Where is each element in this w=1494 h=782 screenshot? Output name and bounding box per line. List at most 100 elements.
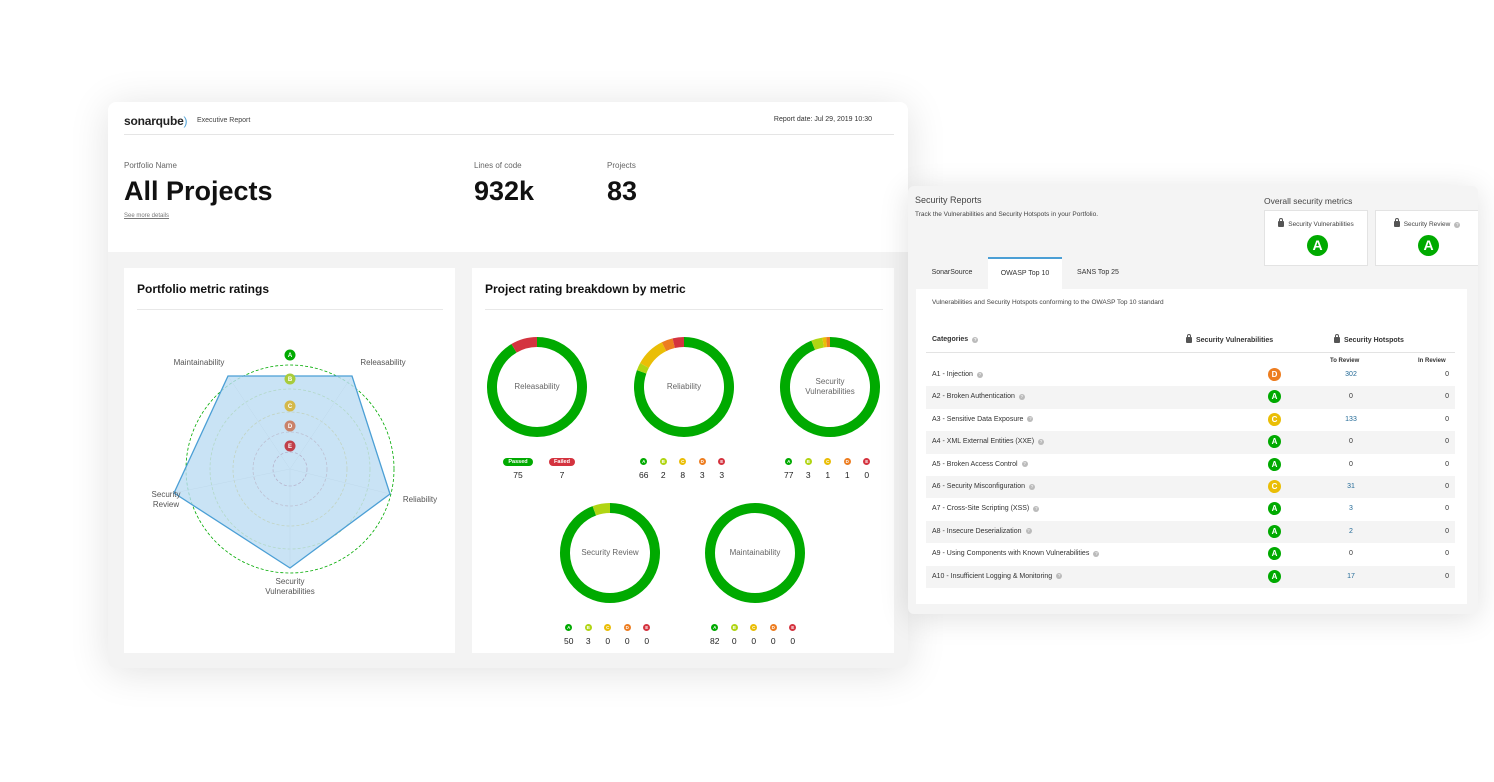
help-icon[interactable]: ? xyxy=(1056,573,1063,580)
radar-grade-c-marker xyxy=(284,400,296,412)
grade-count: 0 xyxy=(624,636,630,646)
category-name: A2 - Broken Authentication? xyxy=(932,393,1025,401)
lock-icon xyxy=(1334,334,1340,343)
in-review-count: 0 xyxy=(1445,527,1449,535)
table-row: A4 - XML External Entities (XXE)?0A00 xyxy=(926,431,1455,454)
grade-dot: D xyxy=(769,624,777,631)
passed-count: 75 xyxy=(513,470,523,480)
rating-badge: A xyxy=(1268,390,1281,404)
executive-report-card: sonarqube) Executive Report Report date:… xyxy=(108,102,908,668)
donut-2-segment-1 xyxy=(811,337,825,350)
help-icon[interactable]: ? xyxy=(1021,461,1028,468)
help-icon[interactable]: ? xyxy=(1093,550,1100,557)
grade-count: 2 xyxy=(660,470,666,480)
help-icon[interactable]: ? xyxy=(1027,416,1034,423)
help-icon[interactable]: ? xyxy=(1028,483,1035,490)
grade-dot: C xyxy=(604,624,612,631)
category-name: A8 - Insecure Deserialization? xyxy=(932,527,1032,535)
radar-axis-security-vulnerabilities: Security Vulnerabilities xyxy=(265,577,315,596)
rating-badge: C xyxy=(1268,480,1281,493)
failed-pill: Failed xyxy=(549,458,575,466)
help-icon[interactable]: ? xyxy=(1033,505,1040,512)
help-icon[interactable]: ? xyxy=(1018,393,1025,400)
help-icon[interactable]: ? xyxy=(1025,528,1032,535)
report-date: Report date: Jul 29, 2019 10:30 xyxy=(773,116,872,123)
table-row: A9 - Using Components with Known Vulnera… xyxy=(926,543,1455,565)
grade-count: 8 xyxy=(680,470,686,480)
table-row: A3 - Sensitive Data Exposure?1C1330 xyxy=(926,409,1455,431)
table-row: A6 - Security Misconfiguration?3C310 xyxy=(926,476,1455,499)
col-in-review: In Review xyxy=(1418,358,1446,364)
to-review-count: 0 xyxy=(1349,550,1353,558)
table-row: A2 - Broken Authentication?0A00 xyxy=(926,386,1455,409)
donut-2-segment-0 xyxy=(780,337,880,437)
donut-1-segment-4 xyxy=(672,337,685,349)
legend-item-a: A 77 xyxy=(779,450,799,480)
donut-0-segment-1 xyxy=(511,337,538,353)
to-review-count[interactable]: 302 xyxy=(1345,371,1357,378)
grade-dot: E xyxy=(789,624,797,631)
donut-4 xyxy=(705,503,805,603)
grade-count: 0 xyxy=(605,636,611,646)
in-review-count: 0 xyxy=(1445,505,1449,513)
legend-item-a: A 82 xyxy=(705,616,725,646)
to-review-count[interactable]: 3 xyxy=(1349,505,1353,513)
radar-area xyxy=(173,375,391,569)
metric-grade-badge: A xyxy=(1307,235,1328,256)
help-icon[interactable]: ? xyxy=(1038,438,1045,445)
radar-axis-releasability: Releasability xyxy=(360,358,406,367)
table-row: A7 - Cross-Site Scripting (XSS)?0A30 xyxy=(926,498,1455,520)
in-review-count: 0 xyxy=(1445,393,1449,401)
to-review-count[interactable]: 17 xyxy=(1347,572,1355,580)
report-header: sonarqube) Executive Report Report date:… xyxy=(108,102,908,252)
grade-dot: E xyxy=(718,458,726,465)
tab-sonarsource[interactable]: SonarSource xyxy=(931,269,973,276)
failed-item: Failed 7 xyxy=(544,450,580,480)
grade-count: 50 xyxy=(564,636,574,646)
grade-dot: B xyxy=(730,624,738,631)
donut-label-releasability: Releasability xyxy=(514,382,560,391)
tab-owasp-top-10[interactable]: OWASP Top 10 xyxy=(988,257,1062,289)
help-icon[interactable]: ? xyxy=(972,336,979,343)
grade-count: 82 xyxy=(710,636,720,646)
panel-title: Project rating breakdown by metric xyxy=(485,282,686,296)
see-more-details-link[interactable]: See more details xyxy=(124,213,170,219)
help-icon[interactable]: ? xyxy=(976,371,983,378)
to-review-count[interactable]: 133 xyxy=(1345,415,1357,423)
radar-grade-b-marker xyxy=(284,373,296,385)
to-review-count[interactable]: 2 xyxy=(1349,527,1353,535)
metric-label: Security Review xyxy=(1403,221,1451,228)
category-name: A3 - Sensitive Data Exposure? xyxy=(932,415,1034,423)
rating-badge: A xyxy=(1268,457,1281,471)
security-reports-title: Security Reports xyxy=(915,195,982,205)
donut-label-security-vulnerabilities: Security Vulnerabilities xyxy=(805,377,855,396)
grade-dot: B xyxy=(804,458,812,465)
radar-grade-b: B xyxy=(288,377,293,383)
rating-breakdown-panel: Project rating breakdown by metric Relea… xyxy=(472,268,894,653)
grade-dot: C xyxy=(750,624,758,631)
grade-count: 0 xyxy=(644,636,650,646)
releasability-legend: Passed 75 Failed 7 xyxy=(500,450,580,480)
radar-axis-security-review: Security Review xyxy=(151,490,181,509)
owasp-table-panel: Vulnerabilities and Security Hotspots co… xyxy=(916,289,1467,604)
security-reports-card: Security Reports Track the Vulnerabiliti… xyxy=(908,186,1478,614)
help-icon[interactable]: ? xyxy=(1454,221,1461,228)
grade-dot: C xyxy=(824,458,832,465)
standard-note: Vulnerabilities and Security Hotspots co… xyxy=(932,299,1164,306)
grade-count: 0 xyxy=(731,636,737,646)
to-review-count: 0 xyxy=(1349,438,1353,446)
in-review-count: 0 xyxy=(1445,572,1449,580)
metric-security-vulnerabilities: Security Vulnerabilities A xyxy=(1264,210,1368,266)
failed-count: 7 xyxy=(559,470,565,480)
tab-sans-top-25[interactable]: SANS Top 25 xyxy=(1077,269,1119,276)
col-categories: Categories? xyxy=(932,336,979,343)
category-name: A10 - Insufficient Logging & Monitoring? xyxy=(932,572,1063,580)
rating-badge: A xyxy=(1268,435,1281,449)
donut-label-maintainability: Maintainability xyxy=(729,548,781,557)
to-review-count[interactable]: 31 xyxy=(1347,483,1355,490)
